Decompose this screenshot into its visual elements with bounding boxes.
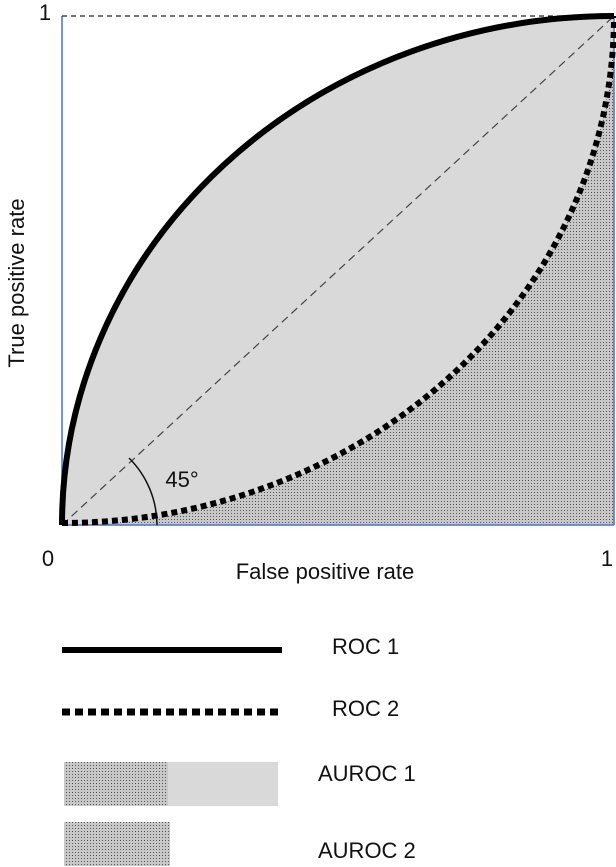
diagonal xyxy=(61,15,615,526)
y-max-label: 1 xyxy=(39,0,51,25)
legend-auroc1-dots xyxy=(64,762,168,806)
legend-label: AUROC 1 xyxy=(318,761,416,786)
x-axis-title: False positive rate xyxy=(236,559,415,584)
roc2-curve xyxy=(61,15,616,526)
legend-label: ROC 2 xyxy=(332,696,399,721)
x-max-label: 1 xyxy=(601,546,613,571)
legend-label: AUROC 2 xyxy=(318,838,416,863)
y-axis-title: True positive rate xyxy=(4,198,29,367)
auroc2-area xyxy=(62,16,614,525)
origin-label: 0 xyxy=(42,546,54,571)
legend-label: ROC 1 xyxy=(332,634,399,659)
roc1-curve xyxy=(59,13,615,526)
legend-auroc2-dots xyxy=(64,822,170,866)
legend-auroc1-gray xyxy=(168,762,278,806)
angle-label: 45° xyxy=(165,467,198,492)
